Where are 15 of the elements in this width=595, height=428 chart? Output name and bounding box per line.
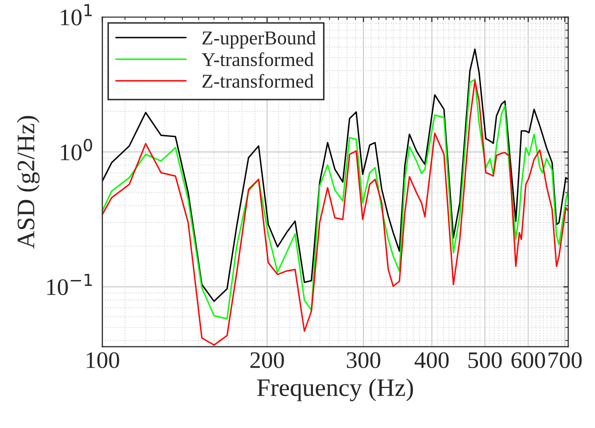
x-tick-label: 600: [512, 352, 546, 368]
y-axis-title: ASD (g2/Hz): [16, 116, 40, 249]
x-tick-label: 200: [250, 352, 284, 368]
x-axis-title: Frequency (Hz): [257, 378, 413, 402]
x-tick-label: 100: [86, 352, 120, 368]
y-tick-label: 10$^{0}$: [60, 138, 92, 160]
x-tick-label: 400: [414, 352, 449, 368]
legend-label: Y-transformed: [202, 52, 314, 66]
x-tick-label: 700: [548, 352, 582, 368]
y-tick-label: 10$^{−1}$: [47, 274, 92, 296]
legend-label: Z-transformed: [202, 74, 314, 88]
x-tick-label: 500: [468, 352, 502, 368]
legend-label: Z-upperBound: [202, 30, 316, 48]
y-tick-label: 10$^{1}$: [60, 4, 92, 26]
x-tick-label: 300: [346, 352, 380, 368]
